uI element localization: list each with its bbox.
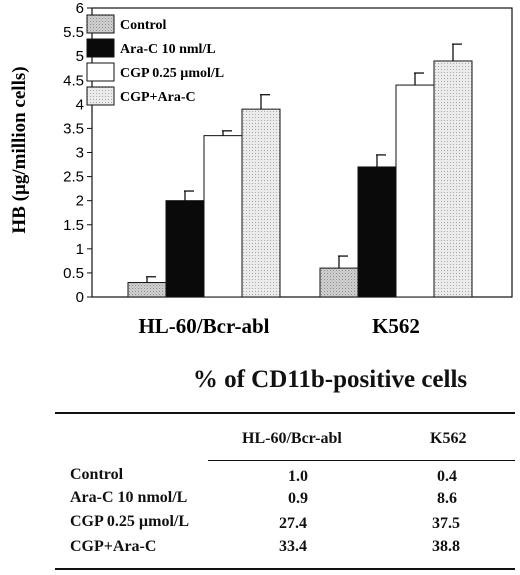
table-cell: 27.4 [279, 515, 307, 532]
bar [433, 60, 473, 298]
table-row-label: CGP 0.25 µmol/L [70, 513, 189, 530]
y-tick-label: 3 [76, 145, 84, 162]
y-tick-label: 1.5 [63, 217, 84, 234]
table-cell: 37.5 [432, 515, 460, 532]
chart-legend: Control Ara-C 10 nml/L CGP 0.25 µmol/L CGP+… [86, 14, 224, 106]
table-bottom-rule [55, 568, 515, 570]
legend-swatch [86, 14, 115, 34]
table-cell: 38.8 [432, 538, 460, 555]
y-tick-label: 6 [76, 0, 84, 17]
table-row-label: Control [70, 466, 124, 483]
table-cell: 0.4 [437, 468, 457, 485]
bar-chart: 0 0.5 1 1.5 2 2.5 3 3.5 4 4.5 5 5.5 6 HL-60/Bcr-abl K5… [9, 0, 513, 338]
legend-label: CGP+Ara-C [120, 90, 196, 105]
legend-swatch [86, 62, 115, 82]
legend-label: CGP 0.25 µmol/L [120, 66, 224, 81]
y-tick-label: 4.5 [63, 72, 84, 89]
y-tick-label: 5 [76, 48, 84, 65]
y-tick-label: 1 [76, 241, 84, 258]
table-row-label: CGP+Ara-C [70, 538, 157, 555]
y-axis-label: HB (µg/million cells) [9, 66, 30, 233]
bar [165, 200, 205, 298]
legend-label: Ara-C 10 nml/L [120, 42, 216, 57]
table-col-header-k562: K562 [430, 430, 467, 447]
y-tick-label: 2.5 [63, 169, 84, 186]
table-cell: 1.0 [288, 468, 308, 485]
table-title: % of CD11b-positive cells [192, 366, 468, 393]
table-cell: 0.9 [288, 490, 308, 507]
legend-swatch [86, 86, 115, 106]
bar [127, 282, 167, 298]
table-cell: 8.6 [437, 490, 457, 507]
table-row-label: Ara-C 10 nmol/L [70, 489, 188, 506]
x-tick-label: K562 [372, 314, 420, 338]
chart-bars [127, 43, 473, 298]
y-tick-label: 5.5 [63, 24, 84, 41]
bar [395, 84, 435, 298]
legend-swatch [86, 38, 115, 58]
table-top-rule [55, 412, 515, 414]
table-header-rule [208, 460, 515, 461]
table-col-header-hl60: HL-60/Bcr-abl [242, 430, 342, 447]
legend-label: Control [120, 18, 167, 33]
bar [203, 135, 243, 298]
y-tick-label: 3.5 [63, 120, 84, 137]
y-tick-label: 4 [76, 96, 84, 113]
table-cell: 33.4 [279, 538, 307, 555]
bar [357, 166, 397, 298]
y-tick-label: 0 [76, 289, 84, 306]
y-tick-label: 2 [76, 193, 84, 210]
bar [319, 267, 359, 298]
y-tick-label: 0.5 [63, 265, 84, 282]
x-tick-label: HL-60/Bcr-abl [138, 314, 269, 338]
bar [241, 108, 281, 298]
